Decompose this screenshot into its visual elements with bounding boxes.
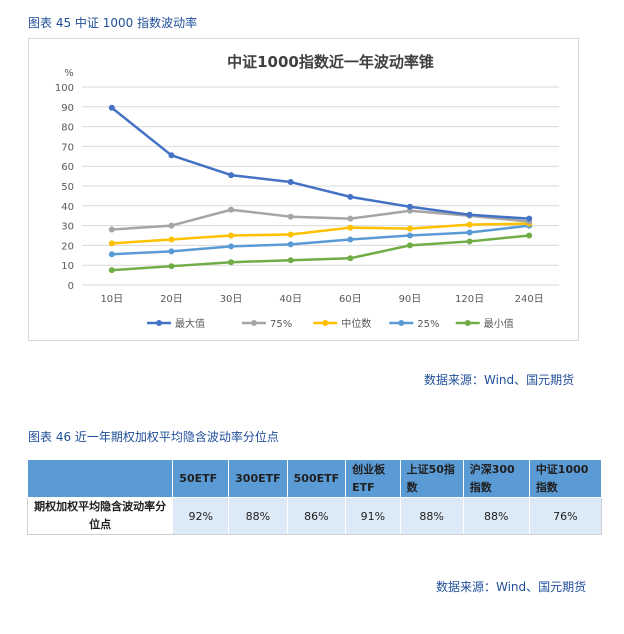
table-cell: 88%: [462, 497, 530, 535]
legend-marker: [251, 320, 257, 326]
data-point: [287, 231, 294, 238]
table-cell: 88%: [399, 497, 464, 535]
legend-label: 25%: [417, 319, 439, 330]
data-point: [466, 211, 473, 218]
data-point: [466, 221, 473, 228]
table-header-cell: 上证50指数: [399, 459, 464, 498]
data-point: [108, 267, 115, 274]
figure-46-caption: 图表 46 近一年期权加权平均隐含波动率分位点: [28, 430, 279, 444]
data-point: [406, 203, 413, 210]
y-tick-label: 0: [68, 281, 74, 292]
data-point: [168, 222, 175, 229]
legend-label: 中位数: [341, 317, 371, 330]
data-point: [526, 232, 533, 239]
data-point: [287, 257, 294, 264]
y-tick-label: 70: [61, 142, 74, 153]
table-header-cell: 创业板ETF: [345, 459, 401, 498]
data-point: [228, 232, 235, 239]
series-line: [111, 222, 530, 245]
data-point: [406, 242, 413, 249]
data-point: [466, 238, 473, 245]
data-point: [347, 236, 354, 243]
legend-label: 最大值: [175, 317, 205, 330]
y-tick-label: 50: [61, 182, 74, 193]
data-point: [168, 263, 175, 270]
y-tick-label: 80: [61, 123, 74, 134]
data-point: [347, 224, 354, 231]
data-point: [168, 248, 175, 255]
table-header-cell: 中证1000指数: [528, 459, 603, 498]
data-point: [347, 255, 354, 262]
x-tick-label: 90日: [399, 294, 422, 305]
x-tick-label: 20日: [160, 294, 183, 305]
table-cell: 86%: [286, 497, 347, 535]
y-tick-label: 10: [61, 261, 74, 272]
table-row-label: 期权加权平均隐含波动率分位点: [26, 497, 174, 535]
volatility-cone-chart: 中证1000指数近一年波动率锥% 0 10 20 30 40 50 60 70 80 90 100 10…: [28, 38, 579, 341]
y-tick-label: 40: [61, 202, 74, 213]
data-point: [287, 213, 294, 220]
x-tick-label: 120日: [455, 294, 484, 305]
table-header-cell: 沪深300指数: [462, 459, 530, 498]
y-tick-label: 20: [61, 241, 74, 252]
y-tick-label: 60: [61, 162, 74, 173]
x-tick-label: 40日: [279, 294, 302, 305]
legend-marker: [398, 320, 405, 326]
series-line: [111, 224, 530, 256]
x-tick-label: 10日: [100, 294, 123, 305]
data-point: [228, 259, 235, 266]
data-point: [168, 152, 175, 159]
data-point: [108, 240, 115, 247]
data-point: [228, 206, 235, 213]
data-point: [108, 226, 115, 233]
chart-source-note: 数据来源：Wind、国元期货: [424, 373, 575, 387]
legend-marker: [156, 320, 162, 326]
legend-label: 最小值: [484, 317, 514, 330]
legend-label: 75%: [270, 319, 292, 330]
data-point: [108, 104, 115, 111]
table-cell: 76%: [528, 497, 603, 535]
chart-svg: 中证1000指数近一年波动率锥% 0 10 20 30 40 50 60 70 80 90 100 10…: [55, 53, 559, 330]
x-tick-label: 240日: [515, 294, 544, 305]
series-line: [111, 106, 530, 220]
figure-45-caption: 图表 45 中证 1000 指数波动率: [28, 16, 198, 30]
data-point: [347, 215, 354, 222]
data-point: [287, 179, 294, 186]
data-point: [168, 236, 175, 243]
y-tick-label: 100: [55, 83, 74, 94]
data-point: [406, 225, 413, 232]
table-source-note: 数据来源：Wind、国元期货: [436, 580, 587, 594]
table-cell: 92%: [172, 497, 230, 535]
y-tick-label: 30: [61, 222, 74, 233]
data-point: [406, 232, 413, 239]
table-row: 期权加权平均隐含波动率分位点 92% 88% 86% 91% 88% 88% 7…: [26, 497, 603, 535]
data-point: [287, 241, 294, 248]
chart-title: 中证1000指数近一年波动率锥: [227, 53, 434, 71]
data-point: [526, 215, 533, 222]
x-tick-label: 30日: [220, 294, 243, 305]
table-cell: 88%: [228, 497, 288, 535]
legend-marker: [322, 320, 329, 326]
x-tick-label: 60日: [339, 294, 362, 305]
y-axis-label: %: [64, 68, 74, 79]
table-cell: 91%: [345, 497, 401, 535]
legend-marker: [464, 320, 471, 326]
data-point: [228, 243, 235, 250]
table-header-cell: [26, 459, 174, 498]
iv-percentile-table: 50ETF 300ETF 500ETF 创业板ETF 上证50指数 沪深300指…: [26, 459, 603, 535]
table-header-cell: 500ETF: [286, 459, 347, 498]
series-line: [111, 208, 530, 231]
series-line: [111, 234, 530, 272]
table-header-row: 50ETF 300ETF 500ETF 创业板ETF 上证50指数 沪深300指…: [26, 459, 603, 498]
table-header-cell: 300ETF: [228, 459, 288, 498]
y-tick-label: 90: [61, 103, 74, 114]
data-point: [466, 229, 473, 236]
data-point: [347, 193, 354, 200]
data-point: [228, 172, 235, 179]
table-header-cell: 50ETF: [172, 459, 230, 498]
data-point: [108, 251, 115, 258]
